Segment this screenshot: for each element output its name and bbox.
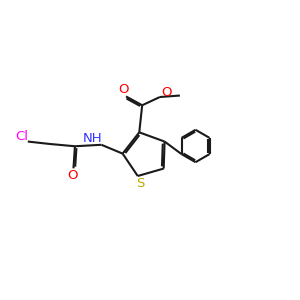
Text: O: O — [161, 86, 172, 99]
Text: S: S — [136, 177, 144, 190]
Text: O: O — [118, 83, 129, 96]
Text: O: O — [67, 169, 78, 182]
Text: NH: NH — [83, 132, 102, 145]
Text: Cl: Cl — [15, 130, 28, 143]
